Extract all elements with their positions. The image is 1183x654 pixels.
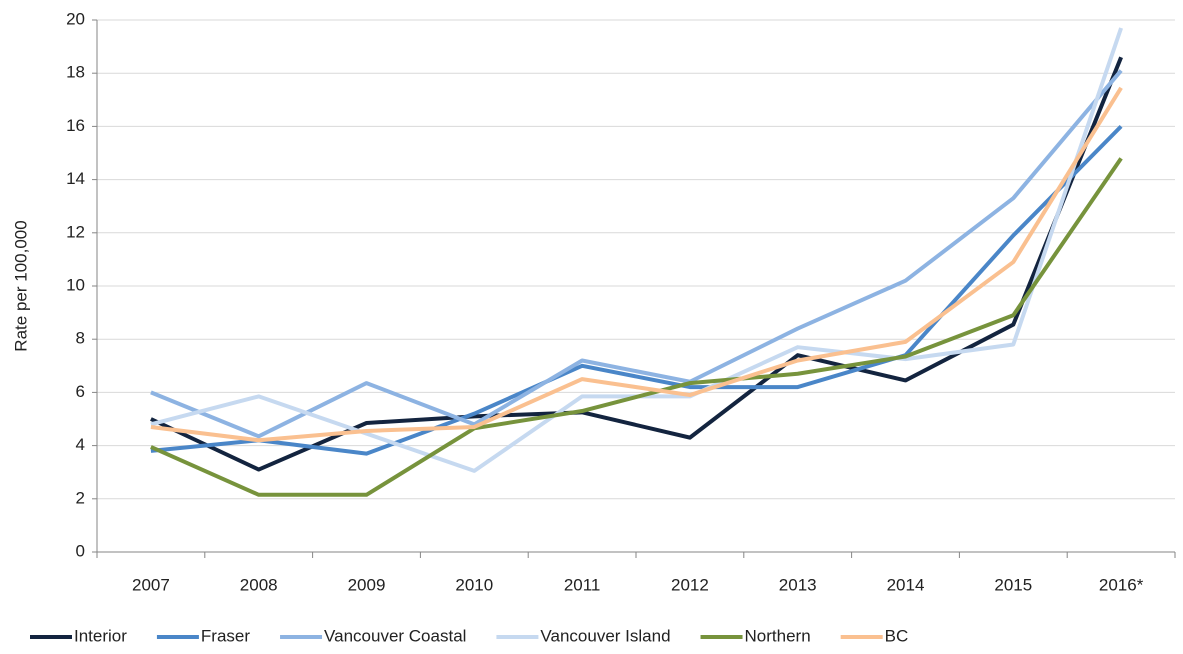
series-line [150,86,1123,443]
y-tick-label: 20 [66,9,85,28]
x-tick-label: 2013 [779,575,817,594]
y-tick-label: 14 [66,169,85,188]
x-tick-label: 2008 [240,575,278,594]
y-tick-label: 4 [76,435,85,454]
legend-label: Northern [745,626,811,645]
y-tick-label: 8 [76,329,85,348]
y-tick-label: 12 [66,222,85,241]
series-line [150,124,1123,456]
legend-label: Fraser [201,626,250,645]
x-tick-label: 2011 [564,575,601,594]
legend-label: Interior [74,626,127,645]
x-tick-label: 2012 [671,575,709,594]
y-tick-label: 18 [66,63,85,82]
y-tick-label: 2 [76,488,85,507]
x-tick-label: 2007 [132,575,170,594]
legend-label: Vancouver Coastal [324,626,466,645]
x-tick-label: 2014 [887,575,925,594]
x-tick-label: 2016* [1099,575,1144,594]
series-line [150,157,1123,497]
y-tick-label: 6 [76,382,85,401]
legend-label: Vancouver Island [540,626,670,645]
y-tick-label: 10 [66,275,85,294]
legend-label: BC [885,626,909,645]
y-axis-label: Rate per 100,000 [11,220,30,351]
y-tick-label: 0 [76,541,85,560]
x-tick-label: 2015 [994,575,1032,594]
series-line [150,69,1123,439]
series-line [150,27,1123,473]
x-tick-label: 2010 [455,575,493,594]
x-tick-label: 2009 [348,575,386,594]
y-tick-label: 16 [66,116,85,135]
